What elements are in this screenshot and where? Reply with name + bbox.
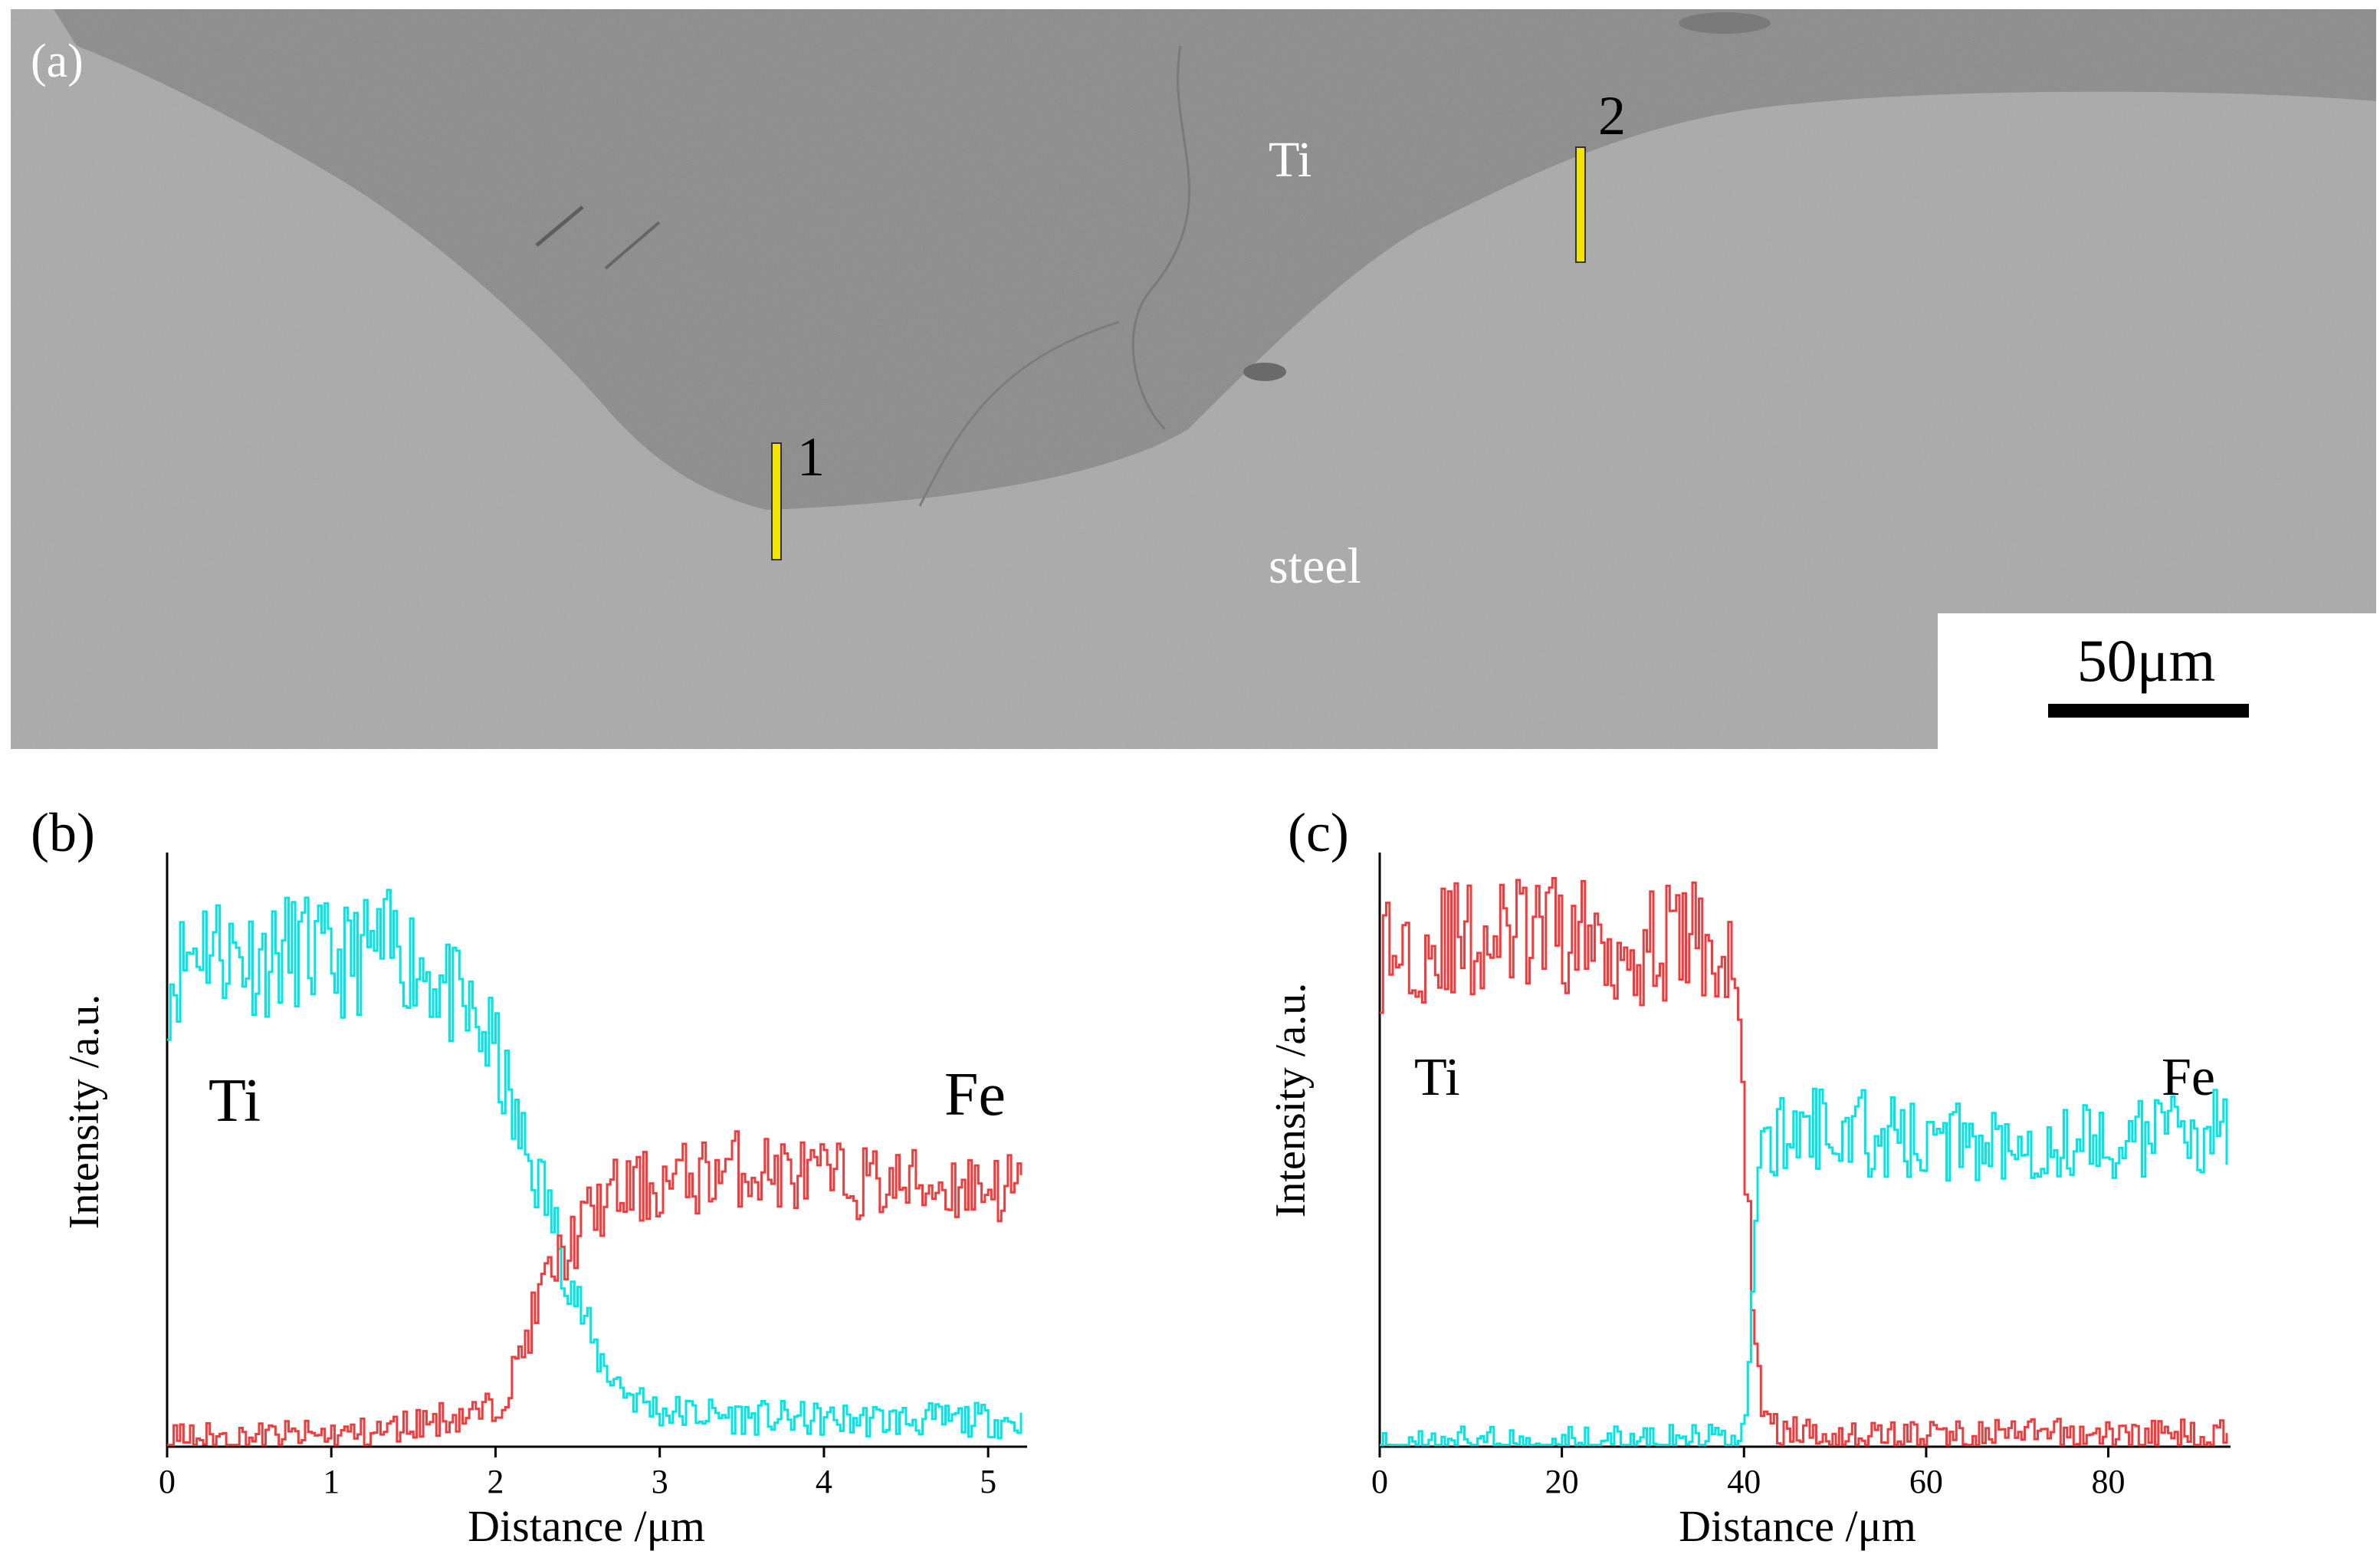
x-tick-label: 1 [323,1463,340,1500]
panel-b-ticks: 0 1 2 3 4 5 [159,1447,996,1500]
panel-c-xlabel: Distance /μm [1679,1501,1916,1551]
panel-b-ylabel: Intensity /a.u. [61,994,108,1229]
scale-bar-box [1938,613,2380,751]
panel-c-series-fe-line [1380,1087,2228,1447]
grain-defect [535,205,584,247]
panel-c-series [1380,877,2228,1447]
grain-defect [1243,363,1286,381]
line-scan-marker-2 [1575,146,1586,263]
panel-b-label: (b) [31,802,95,863]
titanium-label: Ti [1269,132,1311,188]
panel-b-series-fe-line [167,1130,1023,1447]
line-scan-label-2: 2 [1598,85,1626,146]
panel-c-chart: (c) Intensity /a.u. Distance /μm 0 20 40 60… [1267,802,2231,1551]
panel-c-fe-annotation: Fe [2162,1048,2215,1107]
grain-boundary [1131,45,1191,431]
x-tick-label: 4 [816,1463,832,1500]
x-tick-label: 2 [487,1463,504,1500]
panel-b-ti-annotation: Ti [208,1067,261,1135]
x-tick-label: 5 [980,1463,996,1500]
panel-b-fe-annotation: Fe [944,1061,1006,1129]
panel-b-xlabel: Distance /μm [468,1501,705,1551]
panel-b-series-ti-line [167,889,1023,1440]
panel-c-label: (c) [1288,802,1349,863]
panel-a-micrograph: (a) Ti steel 1 2 50μm [11,9,2380,751]
panel-a-label: (a) [31,35,84,87]
x-tick-label: 40 [1727,1463,1761,1500]
line-scan-label-1: 1 [797,426,825,488]
grain-boundary [918,320,1120,507]
x-tick-label: 80 [2092,1463,2126,1500]
panel-c-ylabel: Intensity /a.u. [1267,983,1315,1217]
panel-c-ticks: 0 20 40 60 80 [1371,1447,2126,1500]
panel-c-series-ti-line [1380,877,2228,1447]
grain-defect [604,221,661,270]
x-tick-label: 3 [652,1463,668,1500]
x-tick-label: 20 [1545,1463,1579,1500]
panel-b-series [167,889,1023,1447]
scale-bar [2048,704,2249,718]
panel-c-ti-annotation: Ti [1414,1048,1460,1107]
x-tick-label: 60 [1909,1463,1943,1500]
scale-bar-label: 50μm [2077,627,2216,694]
steel-label: steel [1269,538,1361,594]
line-scan-marker-1 [771,442,782,560]
grain-defect [1679,12,1771,34]
x-tick-label: 0 [1371,1463,1388,1500]
x-tick-label: 0 [159,1463,176,1500]
